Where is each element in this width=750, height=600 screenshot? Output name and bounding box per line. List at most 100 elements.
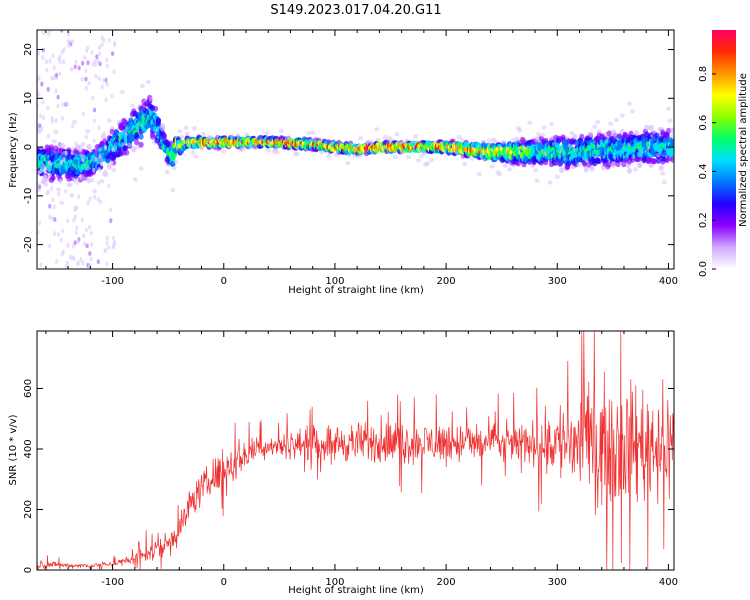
spectrogram-cell — [65, 218, 70, 224]
spectrogram-cell — [46, 189, 50, 195]
spectrogram-cell — [155, 118, 161, 125]
snr-frame — [36, 330, 675, 571]
spectrogram-cell — [192, 126, 197, 131]
spectrogram-cell — [132, 177, 138, 182]
spectrogram-cell — [100, 84, 104, 90]
spectrogram-cell — [57, 191, 61, 197]
spectrogram-cell — [48, 214, 52, 220]
spectrogram-y-tick-label: 0 — [23, 144, 34, 150]
spectrogram-cell — [97, 76, 101, 81]
spectrogram-cell — [42, 115, 46, 121]
spectrogram-cell — [64, 189, 68, 194]
spectrogram-cell — [93, 107, 97, 113]
spectrogram-cell — [41, 163, 45, 169]
spectrogram-cell — [456, 134, 462, 140]
spectrogram-cell — [50, 175, 56, 182]
spectrogram-cell — [138, 133, 144, 140]
spectrogram-cell — [86, 200, 90, 206]
spectrogram-cell — [193, 154, 199, 159]
spectrogram-cell — [41, 30, 46, 35]
spectrogram-cell — [75, 225, 79, 231]
spectrogram-cell — [45, 67, 49, 73]
spectrogram-cell — [108, 207, 113, 213]
spectrogram-cell — [486, 138, 492, 143]
spectrogram-cell — [184, 131, 190, 136]
spectrogram-cell — [104, 145, 108, 151]
spectrogram-cell — [48, 144, 55, 151]
spectrogram-cell — [89, 256, 93, 262]
spectrogram-cell — [459, 138, 465, 143]
spectrogram-cell — [106, 245, 111, 251]
spectrogram-cell — [89, 147, 93, 153]
spectrogram-cell — [129, 103, 135, 108]
spectrogram-cell — [72, 119, 78, 125]
spectrogram-cell — [94, 150, 98, 155]
spectrogram-cell — [54, 72, 59, 78]
spectrogram-cell — [97, 167, 101, 172]
spectrogram-cell — [67, 182, 73, 188]
spectrogram-cell — [105, 172, 109, 178]
spectrogram-cell — [41, 55, 45, 60]
spectrogram-cell — [541, 125, 547, 130]
spectrogram-cell — [43, 174, 47, 180]
spectrogram-cell — [70, 67, 74, 72]
spectrogram-cell — [105, 57, 109, 63]
spectrogram-cell — [100, 42, 104, 48]
spectrogram-cell — [507, 167, 513, 172]
spectrogram-cell — [70, 150, 74, 156]
spectrogram-cell — [655, 153, 661, 158]
spectrogram-cell — [170, 187, 176, 193]
spectrogram-cell — [533, 168, 539, 173]
spectrogram-cell — [51, 139, 57, 144]
spectrogram-cell — [62, 157, 66, 162]
spectrogram-cell — [86, 60, 90, 66]
spectrogram-cell — [39, 262, 43, 268]
spectrogram-cell — [319, 150, 325, 155]
spectrogram-cell — [547, 180, 553, 185]
spectrogram-cell — [73, 214, 77, 220]
spectrogram-cell — [41, 47, 46, 53]
spectrogram-cell — [46, 105, 50, 111]
spectrogram-cell — [540, 132, 546, 138]
spectrogram-cell — [382, 135, 388, 140]
spectrogram-cell — [651, 129, 657, 135]
spectrogram-cell — [38, 220, 42, 226]
colorbar-gradient — [712, 30, 736, 269]
spectrogram-cell — [510, 138, 515, 143]
spectrogram-cell — [53, 129, 59, 134]
colorbar-tick-label: 0.6 — [698, 115, 709, 131]
spectrogram-cell — [52, 65, 56, 71]
spectrogram-cell — [76, 261, 80, 266]
spectrogram-cell — [74, 59, 78, 65]
spectrogram-cell — [56, 232, 61, 237]
snr-x-tick-label: 100 — [325, 577, 344, 588]
spectrogram-cell — [497, 172, 502, 177]
spectrogram-cell — [134, 139, 140, 146]
spectrogram-cell — [424, 161, 430, 166]
spectrogram-cell — [534, 178, 540, 183]
spectrogram-cell — [278, 128, 284, 134]
colorbar-tick-label: 0.0 — [698, 261, 709, 277]
spectrogram-cell — [88, 196, 92, 202]
spectrogram-cell — [190, 150, 196, 155]
spectrogram-cell — [96, 259, 100, 265]
spectrogram-cell — [59, 200, 65, 205]
spectrogram-cell — [105, 240, 109, 246]
spectrogram-x-tick-label: -100 — [101, 276, 124, 287]
spectrogram-cell — [84, 227, 88, 233]
spectrogram-cell — [90, 242, 94, 247]
spectrogram-x-tick-label: 200 — [437, 276, 456, 287]
snr-panel: -100 0 100 200 300 400 0 200 400 600 Height of st… — [8, 330, 678, 596]
spectrogram-cell — [587, 131, 594, 138]
snr-y-tick-label: 600 — [23, 379, 34, 398]
snr-y-tick-label: 0 — [23, 567, 34, 573]
spectrogram-cell — [83, 55, 87, 60]
spectrogram-cell — [615, 161, 621, 168]
spectrogram-x-tick-label: 300 — [548, 276, 567, 287]
spectrogram-cell — [138, 166, 144, 171]
spectrogram-cell — [91, 177, 95, 183]
spectrogram-cell — [38, 184, 42, 190]
spectrogram-cell — [95, 54, 99, 60]
spectrogram-cell — [462, 161, 468, 167]
